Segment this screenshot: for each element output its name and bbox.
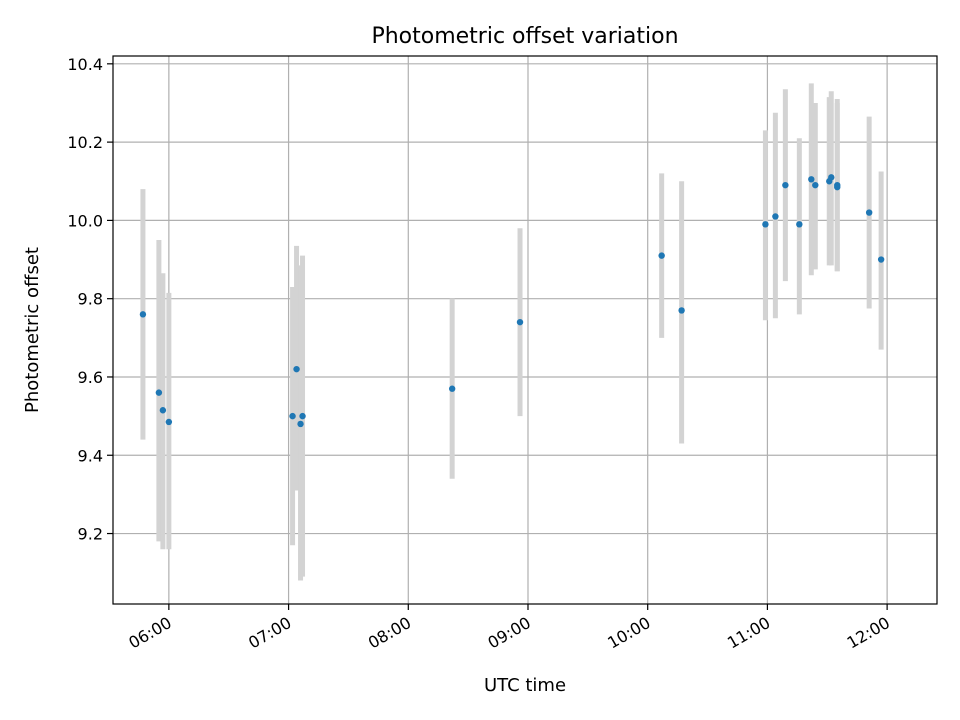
data-point <box>155 389 163 396</box>
y-tick-label: 10.4 <box>67 55 103 74</box>
y-axis-label: Photometric offset <box>22 247 43 413</box>
data-points <box>139 174 885 428</box>
data-point <box>165 418 173 426</box>
data-point <box>289 412 296 420</box>
data-point <box>448 385 456 392</box>
y-axis: 9.2 9.4 9.6 9.8 10.0 10.2 10.4 <box>67 55 113 544</box>
data-point <box>139 311 147 318</box>
data-point <box>297 420 304 428</box>
data-point <box>796 221 803 228</box>
data-point <box>772 213 779 220</box>
data-point <box>834 183 841 191</box>
data-point <box>782 181 789 189</box>
y-tick-label: 9.8 <box>78 290 103 309</box>
y-tick-label: 9.2 <box>78 525 103 544</box>
plot-frame <box>112 55 938 605</box>
data-point <box>293 365 300 373</box>
data-point <box>159 407 167 414</box>
data-point <box>808 176 815 183</box>
data-point <box>877 256 885 263</box>
y-tick-label: 9.4 <box>78 446 103 465</box>
data-point <box>828 174 835 181</box>
x-axis-label: UTC time <box>484 675 566 696</box>
data-point <box>658 252 665 259</box>
data-point <box>762 221 769 228</box>
data-point <box>516 318 524 326</box>
data-point <box>865 209 873 216</box>
data-point <box>678 307 685 314</box>
data-point <box>812 181 819 189</box>
data-point <box>299 412 306 420</box>
chart-title: Photometric offset variation <box>371 24 678 49</box>
y-tick-label: 9.6 <box>78 368 103 387</box>
y-tick-label: 10.0 <box>67 211 103 230</box>
y-tick-label: 10.2 <box>67 133 103 152</box>
